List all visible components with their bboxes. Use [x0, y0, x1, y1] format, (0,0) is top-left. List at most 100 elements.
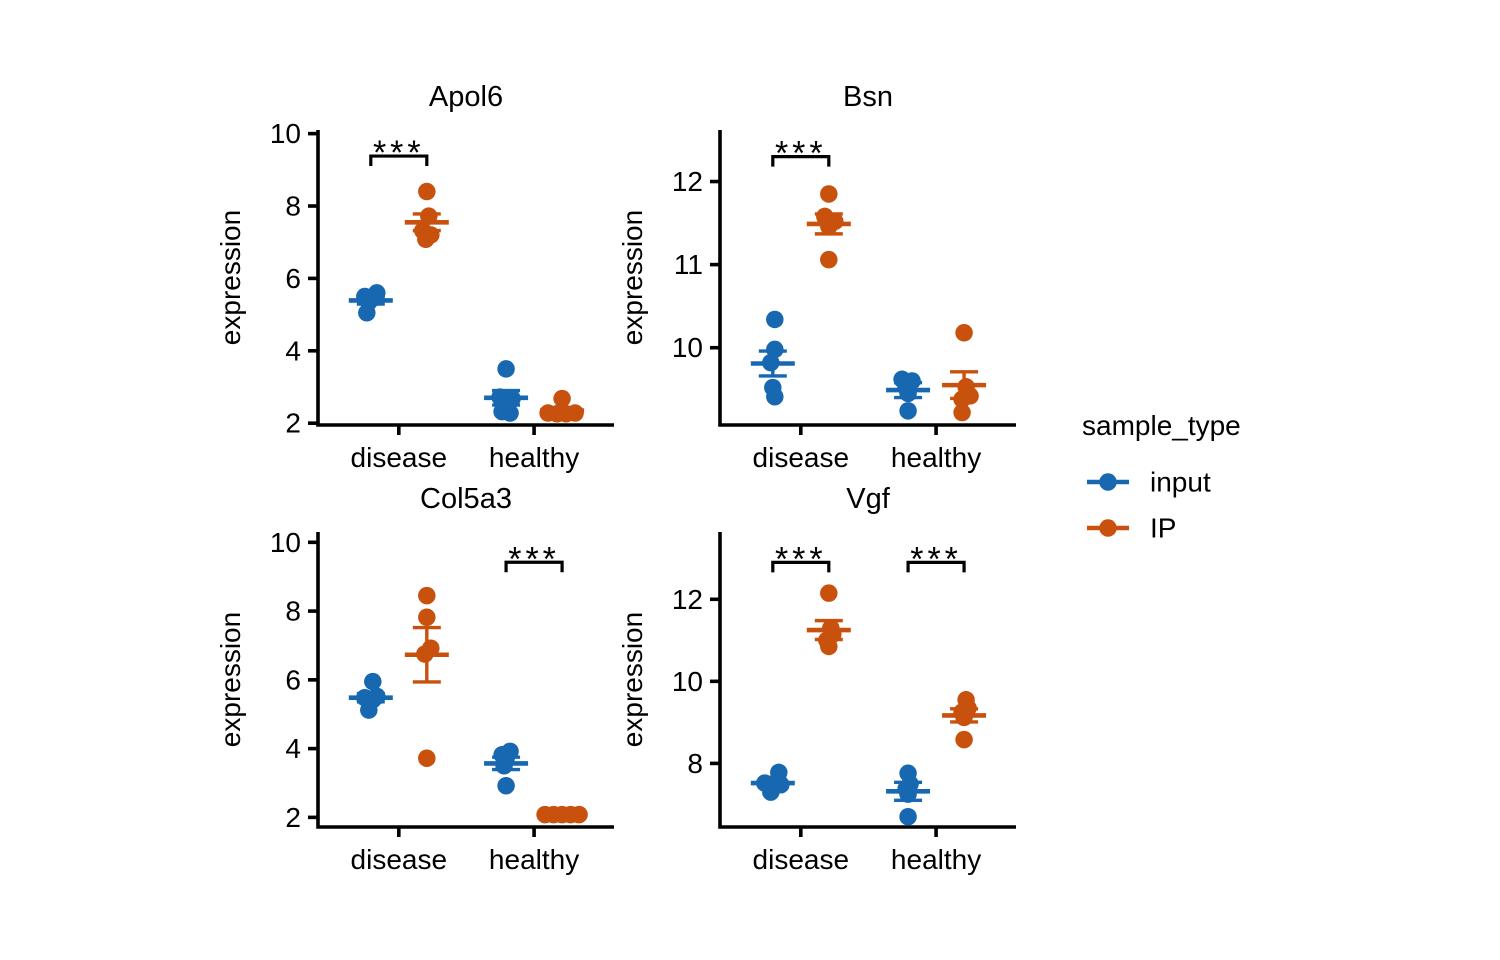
group-healthy-input	[484, 360, 529, 422]
significance-bracket	[369, 154, 429, 167]
legend-label: IP	[1150, 513, 1176, 544]
group-healthy-ip	[536, 805, 588, 824]
x-category-label: healthy	[891, 442, 981, 473]
axis-line	[718, 130, 1016, 427]
data-point	[820, 185, 838, 203]
panel-apol6: 2 4 6 8 10 disease healthy Apol6 expression ***	[215, 81, 614, 473]
significance-bracket	[906, 560, 966, 573]
y-tick-label: 12	[672, 166, 703, 197]
group-disease-input	[750, 310, 795, 406]
legend-marker-dot	[1099, 519, 1117, 537]
data-point	[953, 403, 971, 422]
x-category-label: healthy	[891, 844, 981, 875]
panel-title: Col5a3	[420, 483, 512, 515]
data-point	[820, 637, 838, 656]
data-point	[766, 387, 784, 406]
group-healthy-ip	[942, 324, 987, 422]
y-tick-label: 6	[285, 664, 301, 695]
data-point	[766, 310, 784, 329]
significance-label: ***	[373, 134, 425, 172]
y-tick-label: 8	[285, 191, 301, 222]
x-category-label: healthy	[489, 442, 579, 473]
y-tick-label: 4	[285, 335, 301, 366]
group-healthy-input	[886, 370, 931, 420]
data-point	[358, 304, 376, 322]
significance-label: ***	[775, 135, 827, 173]
y-tick-label: 12	[672, 584, 703, 615]
y-tick-label: 6	[285, 263, 301, 294]
x-category-label: disease	[753, 844, 850, 875]
group-disease-input	[750, 763, 795, 801]
data-point	[899, 402, 917, 420]
group-disease-input	[348, 284, 393, 322]
data-point	[497, 776, 515, 795]
significance-label: ***	[508, 540, 560, 578]
axis-line	[316, 130, 614, 427]
y-tick-label: 10	[270, 118, 301, 149]
group-healthy-input	[886, 764, 931, 826]
significance-bracket	[771, 154, 831, 167]
data-point	[553, 389, 571, 408]
legend-title: sample_type	[1082, 410, 1241, 441]
significance-bracket	[771, 560, 831, 573]
data-point	[899, 807, 917, 826]
x-category-label: healthy	[489, 844, 579, 875]
group-disease-ip	[806, 185, 851, 269]
data-point	[418, 586, 436, 605]
group-disease-ip	[404, 586, 449, 767]
panel-vgf: 8 10 12 disease healthy Vgf expression *** ***	[617, 483, 1016, 875]
y-tick-label: 2	[285, 408, 301, 439]
y-tick-label: 10	[672, 666, 703, 697]
y-tick-label: 2	[285, 802, 301, 833]
panel-title: Bsn	[843, 81, 893, 113]
data-point	[820, 250, 838, 269]
panel-bsn: 10 11 12 disease healthy Bsn expression ***	[617, 81, 1016, 473]
y-tick-label: 11	[674, 249, 703, 280]
group-healthy-ip	[942, 691, 987, 749]
y-tick-label: 8	[285, 596, 301, 627]
data-point	[417, 230, 435, 249]
data-point	[955, 324, 973, 342]
legend-item-ip: IP	[1087, 513, 1176, 544]
panel-title: Vgf	[846, 483, 890, 515]
data-point	[501, 404, 519, 422]
group-disease-input	[348, 672, 393, 719]
y-tick-label: 10	[270, 527, 301, 558]
y-axis-label: expression	[215, 612, 246, 747]
x-category-label: disease	[351, 844, 448, 875]
data-point	[820, 584, 838, 602]
data-point	[418, 749, 436, 767]
panel-title: Apol6	[429, 81, 503, 113]
legend-item-input: input	[1087, 467, 1211, 498]
x-category-label: disease	[351, 442, 448, 473]
group-disease-ip	[404, 182, 449, 249]
legend-marker-dot	[1099, 473, 1117, 491]
legend-label: input	[1150, 467, 1211, 498]
group-disease-ip	[806, 584, 851, 656]
panel-col5a3: 2 4 6 8 10 disease healthy Col5a3 expression ***	[215, 483, 614, 875]
significance-bracket	[504, 560, 564, 573]
significance-label: ***	[775, 540, 827, 578]
y-tick-label: 8	[687, 748, 703, 779]
axis-line	[316, 532, 614, 829]
data-point	[418, 608, 436, 627]
data-point	[360, 701, 378, 719]
y-tick-label: 10	[672, 332, 703, 363]
x-category-label: disease	[753, 442, 850, 473]
data-point	[495, 757, 513, 775]
data-point	[497, 360, 515, 378]
significance-label: ***	[910, 540, 962, 578]
y-axis-label: expression	[617, 210, 648, 345]
data-point	[955, 730, 973, 749]
group-healthy-input	[484, 742, 529, 795]
data-point	[364, 672, 382, 691]
y-axis-label: expression	[215, 210, 246, 345]
y-tick-label: 4	[285, 733, 301, 764]
group-healthy-ip	[539, 389, 585, 423]
axis-line	[718, 532, 1016, 829]
data-point	[418, 182, 436, 201]
